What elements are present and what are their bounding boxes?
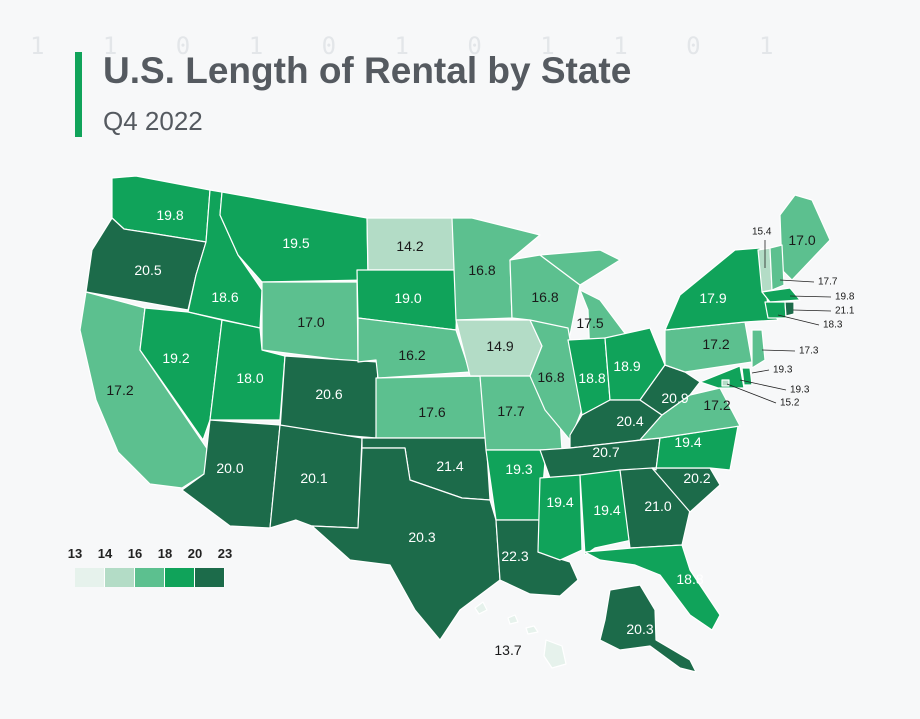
- state-label-id: 18.6: [211, 289, 238, 305]
- state-label-ia: 14.9: [486, 338, 513, 354]
- state-label-va: 17.2: [703, 397, 730, 413]
- state-ms: [537, 474, 583, 561]
- state-label-nv: 19.2: [162, 350, 189, 366]
- title-accent-bar: [75, 52, 82, 137]
- state-label-hi: 13.7: [494, 642, 521, 658]
- state-label-de: 19.3: [773, 365, 793, 376]
- state-label-tx: 20.3: [408, 529, 435, 545]
- state-label-ky: 20.4: [616, 413, 643, 429]
- state-label-sd: 19.0: [394, 290, 421, 306]
- state-label-nj: 17.3: [799, 346, 819, 357]
- state-label-nd: 14.2: [396, 238, 423, 254]
- state-label-mi: 17.5: [576, 315, 603, 331]
- state-nj: [751, 329, 766, 369]
- callout-line-ct: [777, 314, 820, 326]
- state-label-mn: 16.8: [468, 262, 495, 278]
- state-fl: [584, 544, 721, 631]
- state-ak: [599, 584, 697, 673]
- state-label-nm: 20.1: [300, 470, 327, 486]
- state-label-nc: 19.4: [674, 434, 701, 450]
- state-label-vt: 15.4: [752, 227, 772, 238]
- page-subtitle: Q4 2022: [103, 106, 203, 136]
- state-label-ri: 21.1: [835, 306, 855, 317]
- state-label-ut: 18.0: [236, 370, 263, 386]
- state-ga: [619, 467, 691, 549]
- state-label-az: 20.0: [216, 460, 243, 476]
- state-label-ks: 17.6: [418, 404, 445, 420]
- legend-tick: 23: [217, 546, 233, 561]
- state-label-ar: 19.3: [505, 461, 532, 477]
- state-label-md: 19.3: [790, 385, 810, 396]
- callout-line-de: [751, 369, 770, 374]
- callout-line-md: [739, 379, 787, 391]
- state-label-nh: 17.7: [818, 277, 838, 288]
- legend-tick: 20: [187, 546, 203, 561]
- state-label-la: 22.3: [501, 548, 528, 564]
- state-label-mo: 17.7: [497, 403, 524, 419]
- state-label-wv: 20.9: [661, 390, 688, 406]
- color-legend: 13 14 16 18 20 23: [60, 546, 233, 587]
- legend-color-bar: [75, 568, 230, 587]
- state-label-ak: 20.3: [626, 621, 653, 637]
- state-label-me: 17.0: [788, 232, 815, 248]
- state-label-in: 18.8: [578, 370, 605, 386]
- state-label-ca: 17.2: [106, 382, 133, 398]
- background-binary-pattern: 1 1 0 1 0 1 0 1 1 0 1: [30, 32, 796, 60]
- state-label-mt: 19.5: [282, 235, 309, 251]
- state-label-ct: 18.3: [823, 320, 843, 331]
- legend-tick: 14: [97, 546, 113, 561]
- state-ma: [761, 287, 801, 303]
- state-label-wy: 17.0: [297, 314, 324, 330]
- state-label-ne: 16.2: [398, 347, 425, 363]
- state-ct: [764, 301, 787, 319]
- state-al: [579, 469, 633, 556]
- legend-swatch-0: [75, 568, 105, 587]
- state-label-co: 20.6: [315, 386, 342, 402]
- state-dc: [721, 379, 730, 387]
- state-label-pa: 17.2: [702, 336, 729, 352]
- callout-line-ri: [792, 309, 832, 312]
- state-label-or: 20.5: [134, 262, 161, 278]
- state-label-ny: 17.9: [699, 290, 726, 306]
- legend-ticks: 13 14 16 18 20 23: [60, 546, 233, 564]
- state-md: [699, 365, 745, 389]
- legend-tick: 13: [67, 546, 83, 561]
- legend-swatch-2: [135, 568, 165, 587]
- callout-line-nh: [779, 279, 815, 283]
- state-label-ma: 19.8: [835, 292, 855, 303]
- state-label-dc: 15.2: [780, 398, 800, 409]
- state-label-wi: 16.8: [531, 289, 558, 305]
- legend-swatch-1: [105, 568, 135, 587]
- state-label-ms: 19.4: [546, 494, 573, 510]
- legend-tick: 18: [157, 546, 173, 561]
- state-label-oh: 18.9: [613, 358, 640, 374]
- legend-swatch-4: [195, 568, 225, 587]
- callout-line-nj: [761, 349, 796, 352]
- callout-line-ma: [789, 295, 832, 298]
- callout-line-dc: [726, 383, 777, 404]
- state-label-al: 19.4: [593, 502, 620, 518]
- legend-tick: 16: [127, 546, 143, 561]
- state-label-ga: 21.0: [644, 498, 671, 514]
- state-label-fl: 18.8: [676, 571, 703, 587]
- state-label-ok: 21.4: [436, 458, 463, 474]
- state-nh: [769, 244, 785, 291]
- state-tx: [311, 447, 501, 641]
- page-title: U.S. Length of Rental by State: [103, 50, 632, 91]
- state-label-tn: 20.7: [592, 444, 619, 460]
- state-ri: [784, 301, 795, 317]
- state-hi: [474, 601, 567, 669]
- legend-swatch-3: [165, 568, 195, 587]
- state-label-il: 16.8: [537, 369, 564, 385]
- state-label-sc: 20.2: [683, 470, 710, 486]
- state-label-wa: 19.8: [156, 207, 183, 223]
